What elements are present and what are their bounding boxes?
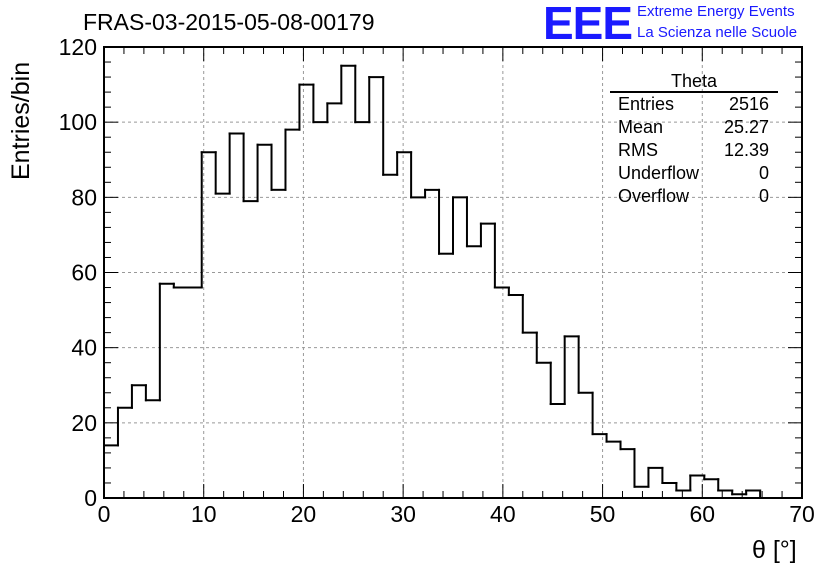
- stats-row-underflow: Underflow 0: [610, 162, 778, 185]
- histogram-bin: [521, 294, 538, 334]
- tick-labels: 0 10 20 30 40 50 60 70 0 20 40 60 80 100 120: [59, 34, 815, 527]
- y-tick-label: 60: [71, 260, 97, 286]
- stats-row-rms: RMS 12.39: [610, 139, 778, 162]
- stats-box: Theta Entries 2516 Mean 25.27 RMS 12.39 …: [610, 71, 778, 208]
- y-tick-label: 0: [84, 485, 97, 511]
- histogram-bin: [577, 335, 594, 394]
- stats-label: Mean: [618, 117, 664, 137]
- histogram-bin: [507, 286, 524, 297]
- histogram-bin: [256, 143, 273, 203]
- stats-value: 2516: [728, 94, 769, 114]
- stats-value: 0: [758, 186, 769, 206]
- histogram-bin: [144, 384, 161, 402]
- x-tick-label: 30: [390, 501, 416, 527]
- y-tick-label: 80: [71, 184, 97, 210]
- histogram-bin: [382, 76, 399, 176]
- histogram-bin: [214, 151, 231, 195]
- histogram-bin: [424, 188, 441, 199]
- stats-label: Underflow: [618, 163, 700, 183]
- histogram-bin: [438, 188, 454, 255]
- histogram-bin: [228, 132, 245, 195]
- x-axis-label: θ [°]: [752, 536, 797, 564]
- eee-logo: EEE: [543, 0, 633, 49]
- histogram-bin: [619, 440, 636, 451]
- plot-frame: [103, 46, 803, 499]
- y-tick-label: 20: [71, 410, 97, 436]
- x-tick-label: 70: [789, 501, 815, 527]
- histogram-bin: [410, 151, 427, 199]
- chart-title: FRAS-03-2015-05-08-00179: [83, 9, 375, 35]
- x-tick-label: 60: [689, 501, 715, 527]
- x-tick-label: 20: [291, 501, 317, 527]
- y-tick-label: 40: [71, 335, 97, 361]
- histogram-bin: [591, 391, 608, 436]
- logo-line-2: La Scienza nelle Scuole: [637, 24, 798, 41]
- stats-row-overflow: Overflow 0: [610, 185, 778, 208]
- histogram-bin: [493, 222, 510, 289]
- histogram-bin: [535, 331, 552, 364]
- histogram-bin: [647, 466, 664, 488]
- histogram-bin: [717, 478, 734, 492]
- y-axis-label: Entries/bin: [7, 61, 35, 180]
- stats-row-entries: Entries 2516: [610, 93, 778, 116]
- histogram-bin: [158, 282, 175, 402]
- histogram-bin: [465, 196, 482, 248]
- histogram-bin: [130, 384, 147, 409]
- histogram-bin: [396, 151, 413, 176]
- histogram-bin: [731, 489, 748, 496]
- logo-line-1: Extreme Energy Events: [637, 3, 795, 20]
- histogram-bin: [661, 466, 678, 484]
- x-tick-label: 50: [590, 501, 616, 527]
- histogram-bin: [479, 222, 496, 248]
- histogram-bin: [284, 128, 301, 191]
- stats-value: 25.27: [723, 117, 769, 137]
- histogram-bin: [633, 448, 650, 488]
- histogram-bin: [549, 361, 566, 406]
- histogram-bin: [242, 132, 259, 203]
- x-tick-label: 10: [191, 501, 217, 527]
- stats-label: RMS: [618, 140, 658, 160]
- histogram-bin: [689, 474, 706, 492]
- histogram-bin: [340, 64, 357, 105]
- x-tick-label: 40: [490, 501, 516, 527]
- histogram-bin: [452, 196, 468, 255]
- histogram-bin: [368, 76, 385, 124]
- stats-value: 0: [758, 163, 769, 183]
- stats-label: Entries: [618, 94, 675, 114]
- histogram-bin: [326, 102, 343, 124]
- x-tick-label: 0: [98, 501, 111, 527]
- histogram-bin: [563, 335, 580, 406]
- histogram-bin: [172, 282, 189, 289]
- histogram-bin: [200, 151, 217, 289]
- stats-title: Theta: [610, 71, 778, 93]
- histogram-bin: [312, 83, 329, 124]
- histogram-bin: [298, 83, 315, 131]
- stats-label: Overflow: [618, 186, 690, 206]
- histogram-bin: [703, 474, 720, 481]
- histogram-bin: [270, 143, 287, 191]
- y-tick-label: 100: [59, 109, 97, 135]
- histogram-bin: [605, 433, 622, 443]
- stats-value: 12.39: [723, 140, 769, 160]
- histogram-bin: [675, 481, 692, 492]
- histogram-bin: [116, 406, 133, 447]
- histogram-bin: [354, 64, 371, 124]
- stats-row-mean: Mean 25.27: [610, 116, 778, 139]
- histogram-bin: [745, 489, 762, 496]
- y-tick-label: 120: [59, 34, 97, 60]
